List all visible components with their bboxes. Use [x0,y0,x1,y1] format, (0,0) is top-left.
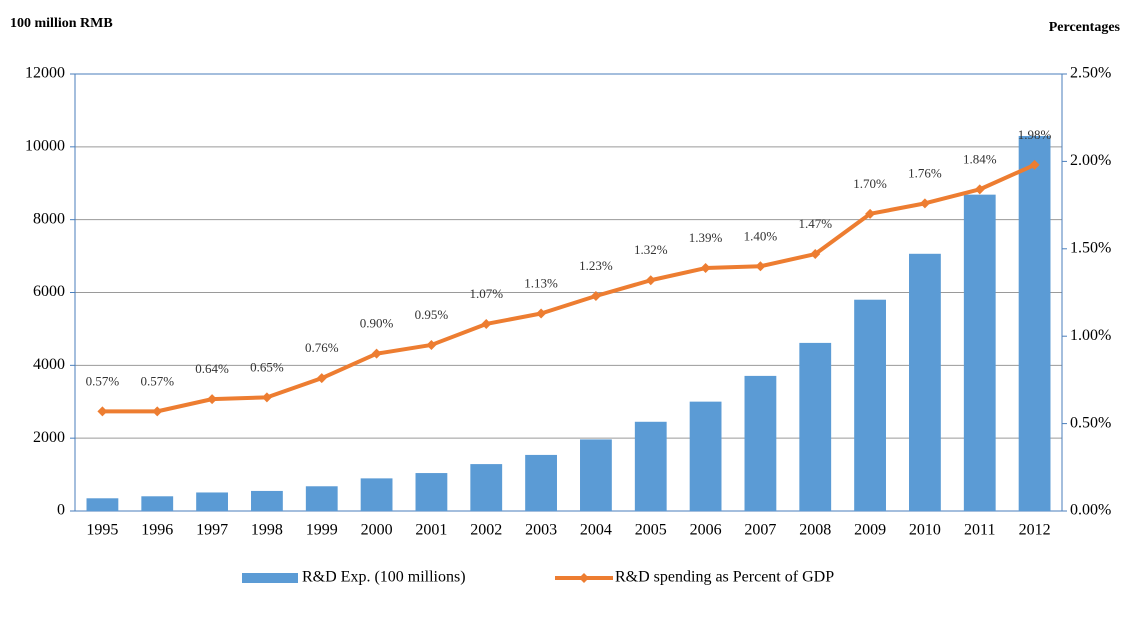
line-marker [700,263,711,274]
legend-marker [579,573,589,583]
y-tick-label: 12000 [25,65,65,82]
line-marker [919,198,930,209]
y-tick-label: 6000 [33,283,65,300]
line-marker [536,308,547,319]
data-label: 1.47% [798,216,832,231]
line-marker [590,290,601,301]
data-label: 1.32% [634,242,668,257]
x-tick-label: 2003 [525,522,557,539]
data-label: 1.70% [853,176,887,191]
data-label: 0.57% [140,373,174,388]
bar [1018,135,1051,511]
line-marker [97,406,108,417]
bar [634,421,667,511]
line-marker [207,394,218,405]
data-label: 1.98% [1018,127,1052,142]
x-tick-label: 2009 [854,522,886,539]
x-tick-label: 2007 [744,522,776,539]
bar [86,498,119,511]
x-tick-label: 1995 [86,522,118,539]
x-tick-label: 2006 [690,522,722,539]
y2-tick-label: 2.00% [1070,152,1111,169]
line-marker [1029,159,1040,170]
line-marker [426,339,437,350]
x-tick-label: 2008 [799,522,831,539]
y-tick-label: 8000 [33,210,65,227]
bar [854,299,886,511]
x-tick-label: 2004 [580,522,612,539]
data-label: 0.95% [415,307,449,322]
data-label: 1.84% [963,151,997,166]
line-marker [645,275,656,286]
data-label: 1.13% [524,275,558,290]
x-tick-label: 2011 [964,522,995,539]
bar [744,375,777,511]
y-axis-title: 100 million RMB [10,16,113,31]
plot-frame [74,73,1063,512]
legend-label: R&D Exp. (100 millions) [302,569,466,586]
x-tick-label: 1997 [196,522,228,539]
y-tick-label: 2000 [33,429,65,446]
line [102,163,1036,414]
data-label: 1.39% [689,230,723,245]
bar [689,401,722,511]
x-tick-label: 2005 [635,522,667,539]
line-marker [974,184,985,195]
y-tick-label: 10000 [25,138,65,155]
line-marker [755,261,766,272]
y-tick-label: 4000 [33,356,65,373]
x-tick-label: 1999 [306,522,338,539]
data-label: 0.65% [250,359,284,374]
line-marker [865,208,876,219]
data-label: 1.07% [469,286,503,301]
y2-tick-label: 1.00% [1070,327,1111,344]
y2-tick-label: 0.50% [1070,414,1111,431]
y2-tick-label: 1.50% [1070,239,1111,256]
data-label: 0.57% [86,373,120,388]
y2-axis-title: Percentages [1049,20,1121,35]
line-marker [152,406,163,417]
bar [963,194,996,511]
bar [415,473,448,511]
x-tick-label: 2000 [361,522,393,539]
x-tick-label: 1996 [141,522,173,539]
line-marker [481,318,492,329]
bar [580,439,612,511]
bar [525,454,557,511]
bar [470,464,503,511]
data-label: 0.76% [305,340,339,355]
x-tick-label: 1998 [251,522,283,539]
legend-label: R&D spending as Percent of GDP [615,569,834,586]
y2-tick-label: 0.00% [1070,502,1111,519]
bar [799,342,832,511]
line-marker [316,373,327,384]
x-tick-label: 2001 [415,522,447,539]
line-marker [261,392,272,403]
bar [305,486,338,511]
data-label: 1.76% [908,165,942,180]
line-marker [371,348,382,359]
bar [251,490,283,511]
bar [909,253,941,512]
y2-tick-label: 2.50% [1070,65,1111,82]
x-tick-label: 2012 [1019,522,1051,539]
y-tick-label: 0 [57,502,65,519]
x-tick-label: 2010 [909,522,941,539]
bar [360,478,393,511]
legend-swatch [242,573,298,583]
bar [196,492,228,511]
line-marker [810,249,821,260]
data-label: 1.40% [744,228,778,243]
x-tick-label: 2002 [470,522,502,539]
data-label: 0.64% [195,361,229,376]
data-label: 0.90% [360,316,394,331]
bar [141,496,174,511]
data-label: 1.23% [579,258,613,273]
